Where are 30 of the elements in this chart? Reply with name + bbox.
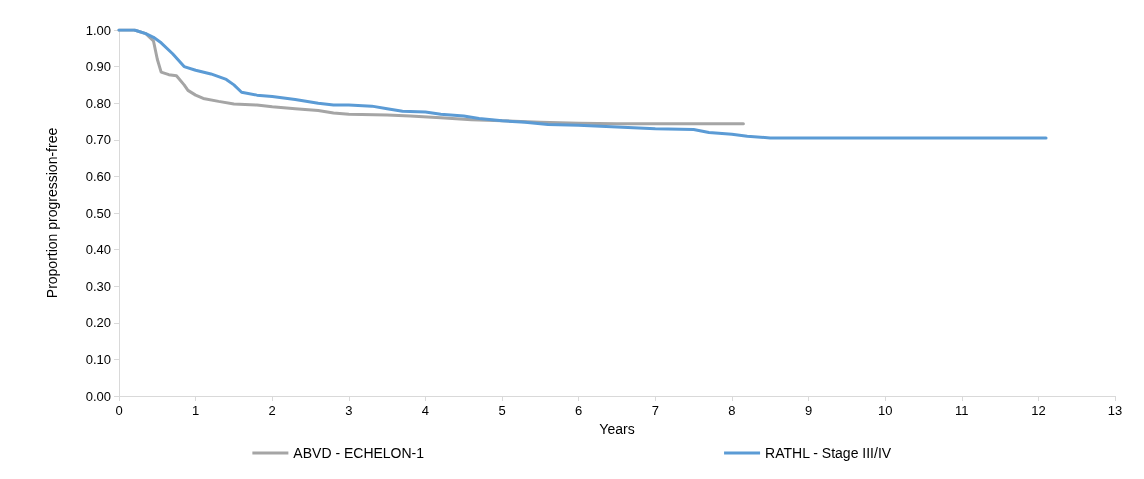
- y-tick-label: 0.30: [85, 278, 111, 294]
- y-tick-label: 0.40: [85, 242, 111, 258]
- legend-label: ABVD - ECHELON-1: [293, 445, 425, 461]
- y-tick-label: 0.60: [85, 168, 111, 184]
- x-tick-label: 11: [955, 403, 969, 418]
- y-tick-label: 0.90: [85, 59, 111, 75]
- y-tick-label: 0.10: [85, 351, 111, 367]
- legend-label: RATHL - Stage III/IV: [765, 445, 892, 461]
- y-axis-title: Proportion progression-free: [44, 127, 60, 299]
- y-tick-label: 0.20: [85, 315, 111, 331]
- x-tick-label: 3: [345, 403, 353, 418]
- line-series: [117, 28, 1048, 140]
- x-tick-label: 8: [728, 403, 736, 418]
- y-tick-label: 0.00: [85, 388, 111, 404]
- x-tick-label: 10: [877, 403, 893, 418]
- y-tick-label: 0.50: [85, 205, 111, 221]
- x-tick-label: 6: [575, 403, 583, 418]
- x-tick-label: 4: [421, 403, 430, 418]
- x-tick-label: 12: [1031, 403, 1046, 418]
- x-tick-label: 2: [268, 403, 276, 418]
- x-axis-title: Years: [599, 420, 635, 437]
- y-tick-label: 0.70: [85, 132, 111, 148]
- x-tick-label: 1: [192, 403, 200, 418]
- x-tick-label: 13: [1107, 403, 1123, 418]
- x-tick-label: 7: [651, 403, 659, 418]
- y-tick-label: 1.00: [85, 22, 111, 38]
- x-tick-label: 5: [498, 403, 506, 418]
- x-tick-label: 0: [115, 403, 123, 418]
- y-tick-label: 0.80: [85, 95, 111, 111]
- x-tick-label: 9: [804, 403, 813, 418]
